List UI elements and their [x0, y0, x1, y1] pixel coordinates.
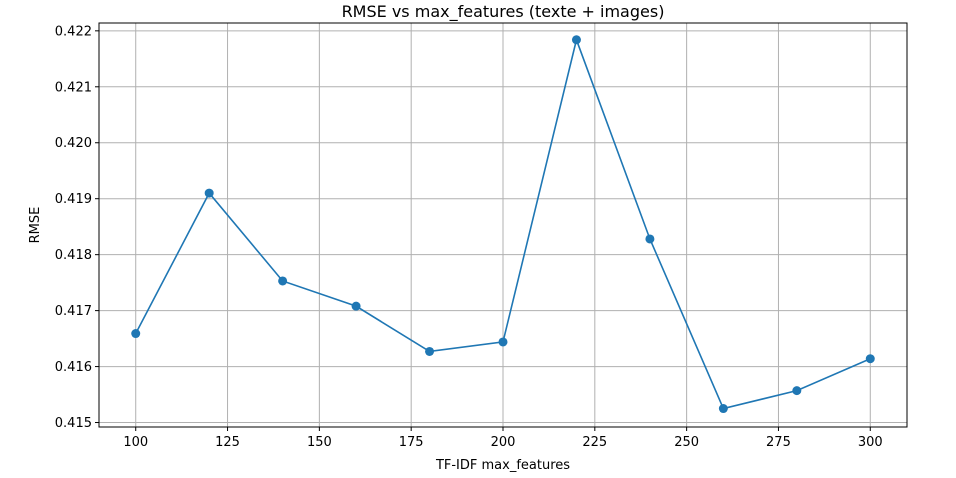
y-tick-label: 0.416 — [55, 360, 92, 375]
data-point — [645, 234, 655, 244]
data-point — [498, 337, 508, 347]
data-point — [792, 386, 802, 396]
y-tick-label: 0.415 — [55, 416, 92, 431]
data-point — [718, 404, 728, 414]
x-tick-label: 300 — [858, 435, 883, 450]
data-point — [571, 35, 581, 45]
x-tick-label: 175 — [399, 435, 424, 450]
data-point — [204, 188, 214, 198]
y-tick-label: 0.418 — [55, 248, 92, 263]
grid-lines — [99, 23, 907, 427]
chart-title: RMSE vs max_features (texte + images) — [342, 2, 665, 22]
x-tick-label: 125 — [215, 435, 240, 450]
x-tick-label: 150 — [307, 435, 332, 450]
x-tick-label: 100 — [123, 435, 148, 450]
data-point — [425, 346, 435, 356]
x-tick-label: 225 — [582, 435, 607, 450]
data-point — [865, 354, 875, 364]
y-tick-label: 0.422 — [55, 24, 92, 39]
x-tick-label: 250 — [674, 435, 699, 450]
x-tick-label: 275 — [766, 435, 791, 450]
data-point — [351, 301, 361, 311]
data-series — [131, 35, 875, 414]
y-tick-label: 0.417 — [55, 304, 92, 319]
x-tick-label: 200 — [491, 435, 516, 450]
y-axis-label: RMSE — [28, 207, 43, 244]
data-point — [278, 276, 288, 286]
y-tick-label: 0.421 — [55, 80, 92, 95]
x-axis-label: TF-IDF max_features — [435, 458, 570, 473]
data-point — [131, 329, 141, 339]
y-tick-label: 0.420 — [55, 136, 92, 151]
y-tick-label: 0.419 — [55, 192, 92, 207]
axis-ticks: 100 125 150 175 200 225 250 275 300 0.415 0.416 0.4… — [55, 24, 883, 450]
